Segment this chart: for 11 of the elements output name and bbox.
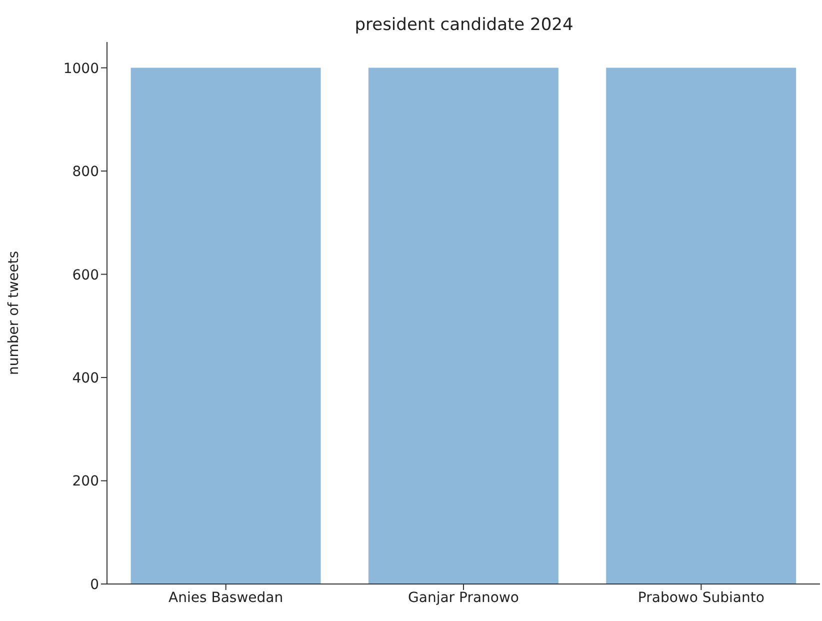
y-tick-label: 400 xyxy=(72,370,99,386)
x-tick-label: Anies Baswedan xyxy=(168,590,284,606)
x-tick-label: Ganjar Pranowo xyxy=(408,590,519,606)
y-tick-label: 600 xyxy=(72,267,99,284)
y-tick-label: 200 xyxy=(72,474,99,490)
chart-title: president candidate 2024 xyxy=(354,15,574,35)
y-tick-label: 1000 xyxy=(63,60,99,77)
x-tick-label: Prabowo Subianto xyxy=(638,590,764,606)
y-axis-title: number of tweets xyxy=(6,251,22,375)
y-tick-label: 0 xyxy=(90,576,99,593)
y-tick-label: 800 xyxy=(72,164,99,180)
